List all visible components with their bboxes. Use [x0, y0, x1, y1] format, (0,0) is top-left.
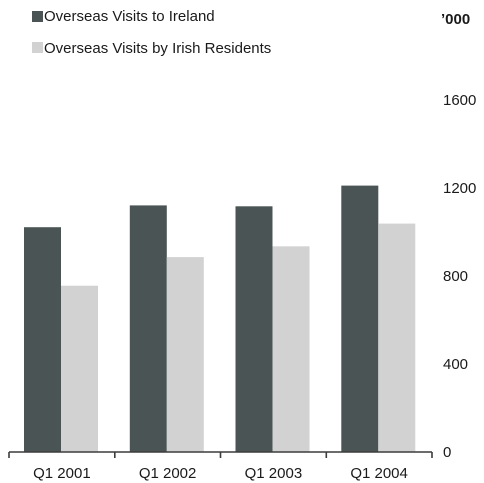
legend-swatch-series1: [32, 11, 43, 22]
bar-series1-q1-2001: [24, 227, 61, 452]
bar-series2-q1-2004: [378, 223, 416, 452]
bar-series1-q1-2003: [235, 206, 273, 452]
legend-label-series1: Overseas Visits to Ireland: [44, 8, 215, 25]
x-tick-label: Q1 2002: [139, 465, 197, 482]
unit-label: ’000: [441, 11, 470, 28]
y-tick-label: 400: [443, 356, 468, 373]
y-tick-label: 0: [443, 444, 451, 461]
legend: Overseas Visits to Ireland Overseas Visi…: [32, 8, 271, 57]
legend-label-series2: Overseas Visits by Irish Residents: [44, 40, 271, 57]
y-tick-label: 1200: [443, 180, 476, 197]
bar-series2-q1-2001: [61, 285, 98, 452]
y-axis: 0 400 800 1200 1600: [443, 92, 476, 461]
bar-series1-q1-2004: [341, 185, 379, 452]
legend-item-series2: Overseas Visits by Irish Residents: [32, 40, 271, 57]
bar-series2-q1-2003: [272, 246, 310, 452]
x-tick-label: Q1 2004: [350, 465, 408, 482]
x-axis: Q1 2001 Q1 2002 Q1 2003 Q1 2004: [8, 451, 433, 482]
bar-series1-q1-2002: [129, 205, 167, 452]
legend-swatch-series2: [32, 42, 43, 53]
x-tick-label: Q1 2003: [245, 465, 303, 482]
y-tick-label: 1600: [443, 92, 476, 109]
x-tick-label: Q1 2001: [33, 465, 91, 482]
y-tick-label: 800: [443, 268, 468, 285]
legend-item-series1: Overseas Visits to Ireland: [32, 8, 215, 25]
bar-series2-q1-2002: [166, 257, 204, 452]
bars: [24, 185, 416, 452]
